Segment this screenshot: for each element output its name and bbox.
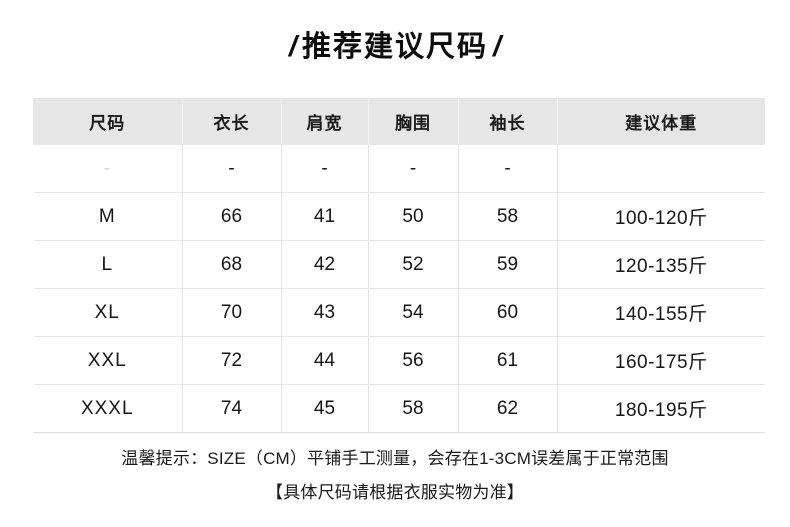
cell-weight <box>557 145 765 193</box>
table-row: - - - - - <box>33 145 765 193</box>
cell-bust: 50 <box>368 192 459 241</box>
cell-shoulder: 43 <box>281 288 369 337</box>
cell-size: L <box>33 240 183 289</box>
cell-length: 68 <box>182 240 282 289</box>
table-body: - - - - - M 66 41 50 58 100-120斤 L 68 42… <box>33 145 765 433</box>
column-header-sleeve: 袖长 <box>458 98 558 145</box>
cell-shoulder: - <box>281 145 369 193</box>
cell-length: 72 <box>182 336 282 385</box>
cell-weight: 160-175斤 <box>557 336 765 385</box>
table-row: XXXL 74 45 58 62 180-195斤 <box>33 384 765 433</box>
cell-size: XL <box>33 288 183 337</box>
cell-weight: 140-155斤 <box>557 288 765 337</box>
measurement-note: 温馨提示：SIZE（CM）平铺手工测量，会存在1-3CM误差属于正常范围 <box>121 449 669 468</box>
cell-shoulder: 41 <box>281 192 369 241</box>
column-header-size: 尺码 <box>33 98 183 145</box>
cell-size: M <box>33 192 183 241</box>
cell-length: 74 <box>182 384 282 433</box>
cell-bust: - <box>368 145 459 193</box>
cell-shoulder: 42 <box>281 240 369 289</box>
cell-size: - <box>33 145 183 193</box>
cell-sleeve: - <box>458 145 558 193</box>
table-header: 尺码 衣长 肩宽 胸围 袖长 建议体重 <box>33 98 765 145</box>
cell-weight: 120-135斤 <box>557 240 765 289</box>
cell-sleeve: 62 <box>458 384 558 433</box>
cell-sleeve: 61 <box>458 336 558 385</box>
cell-sleeve: 58 <box>458 192 558 241</box>
column-header-length: 衣长 <box>182 98 282 145</box>
page-title-container: / 推荐建议尺码 / <box>0 0 790 62</box>
cell-size: XXXL <box>33 384 183 433</box>
column-header-shoulder: 肩宽 <box>281 98 369 145</box>
cell-sleeve: 60 <box>458 288 558 337</box>
column-header-bust: 胸围 <box>368 98 459 145</box>
actual-item-note: 【具体尺码请根据衣服实物为准】 <box>266 483 524 503</box>
title-slash-left: / <box>288 31 297 63</box>
cell-length: 70 <box>182 288 282 337</box>
table-row: XL 70 43 54 60 140-155斤 <box>33 288 765 337</box>
table-row: XXL 72 44 56 61 160-175斤 <box>33 336 765 385</box>
table-row: L 68 42 52 59 120-135斤 <box>33 240 765 289</box>
cell-sleeve: 59 <box>458 240 558 289</box>
cell-length: - <box>182 145 282 193</box>
page-title-text: 推荐建议尺码 <box>301 31 488 63</box>
cell-length: 66 <box>182 192 282 241</box>
cell-weight: 180-195斤 <box>557 384 765 433</box>
cell-bust: 52 <box>368 240 459 289</box>
cell-weight: 100-120斤 <box>557 192 765 241</box>
table-header-row: 尺码 衣长 肩宽 胸围 袖长 建议体重 <box>33 98 765 145</box>
column-header-weight: 建议体重 <box>557 98 765 145</box>
cell-bust: 58 <box>368 384 459 433</box>
page-title: / 推荐建议尺码 / <box>284 33 506 62</box>
size-table-container: 尺码 衣长 肩宽 胸围 袖长 建议体重 - - - - - M 66 41 50 <box>33 98 765 433</box>
cell-size: XXL <box>33 336 183 385</box>
size-table: 尺码 衣长 肩宽 胸围 袖长 建议体重 - - - - - M 66 41 50 <box>33 98 765 433</box>
cell-bust: 56 <box>368 336 459 385</box>
cell-bust: 54 <box>368 288 459 337</box>
footer-notes: 温馨提示：SIZE（CM）平铺手工测量，会存在1-3CM误差属于正常范围 【具体… <box>0 448 790 504</box>
title-slash-right: / <box>493 31 502 63</box>
cell-shoulder: 45 <box>281 384 369 433</box>
cell-shoulder: 44 <box>281 336 369 385</box>
table-row: M 66 41 50 58 100-120斤 <box>33 192 765 241</box>
